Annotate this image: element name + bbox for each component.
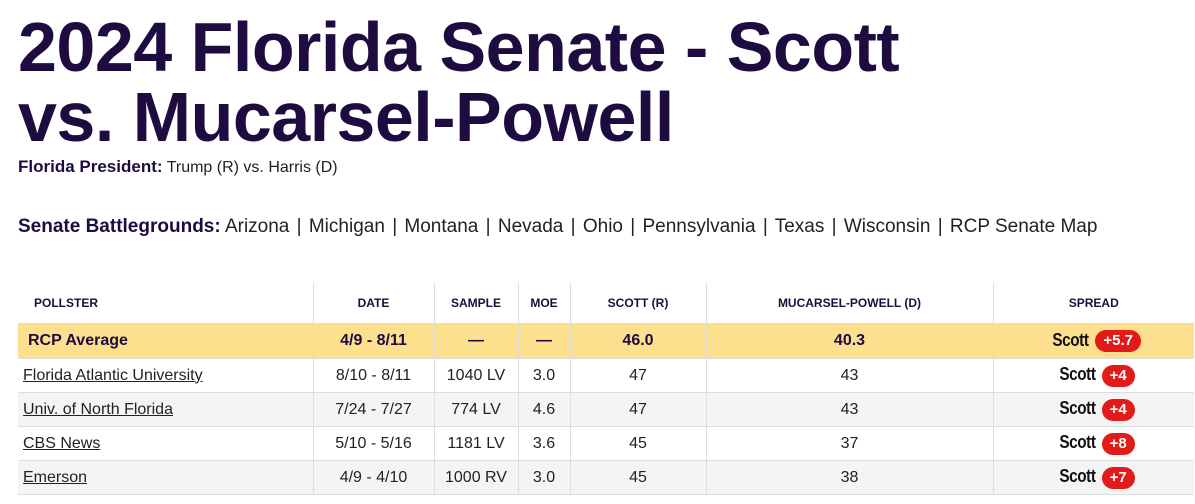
page-title-line1: 2024 Florida Senate - Scott — [18, 8, 900, 86]
table-header-row: Pollster Date Sample MoE Scott (R) Mucar… — [18, 283, 1194, 324]
battlegrounds-label: Senate Battlegrounds: — [18, 216, 221, 237]
cell-sample: 1040 LV — [434, 358, 519, 393]
page-title: 2024 Florida Senate - Scott vs. Mucarsel… — [18, 12, 900, 152]
spread-leader: Scott — [1059, 364, 1096, 385]
spread-badge: +4 — [1101, 398, 1135, 421]
spread-leader: Scott — [1059, 466, 1096, 487]
pollster-link[interactable]: Emerson — [23, 468, 88, 486]
spread-badge: +5.7 — [1095, 330, 1142, 353]
cell-scott: 47 — [570, 358, 707, 393]
battlegrounds-line: Senate Battlegrounds: Arizona | Michigan… — [18, 216, 1097, 238]
table-row: Univ. of North Florida 7/24 - 7/27 774 LV 4… — [18, 392, 1194, 427]
link-separator: | — [296, 216, 302, 237]
average-mucarsel: 40.3 — [706, 323, 994, 359]
link-separator: | — [392, 216, 398, 237]
average-moe: — — [518, 323, 571, 359]
cell-sample: 1000 RV — [434, 460, 519, 495]
cell-scott: 47 — [570, 392, 707, 427]
battleground-link[interactable]: Arizona — [224, 216, 290, 237]
cell-scott: 45 — [570, 460, 707, 495]
battleground-link[interactable]: Wisconsin — [843, 216, 931, 237]
cell-moe: 3.0 — [518, 358, 571, 393]
spread-leader: Scott — [1059, 432, 1096, 453]
pollster-link[interactable]: CBS News — [23, 434, 101, 452]
spread-leader: Scott — [1052, 329, 1090, 350]
link-separator: | — [762, 216, 768, 237]
average-date: 4/9 - 8/11 — [313, 323, 435, 359]
link-separator: | — [630, 216, 636, 237]
cell-moe: 3.6 — [518, 426, 571, 461]
cell-sample: 774 LV — [434, 392, 519, 427]
polls-table: Pollster Date Sample MoE Scott (R) Mucar… — [18, 283, 1194, 495]
cell-spread: Scott +4 — [993, 358, 1194, 393]
spread-badge: +7 — [1101, 466, 1135, 489]
average-pollster: RCP Average — [18, 323, 314, 359]
cell-pollster: Florida Atlantic University — [18, 358, 314, 393]
pollster-link[interactable]: Florida Atlantic University — [23, 366, 203, 384]
page-title-line2: vs. Mucarsel-Powell — [18, 78, 674, 156]
cell-mucarsel: 43 — [706, 358, 994, 393]
cell-pollster: Emerson — [18, 460, 314, 495]
cell-mucarsel: 43 — [706, 392, 994, 427]
average-spread: Scott +5.7 — [993, 323, 1194, 359]
cell-date: 8/10 - 8/11 — [313, 358, 435, 393]
header-mucarsel[interactable]: Mucarsel-Powell (D) — [706, 283, 994, 324]
link-separator: | — [570, 216, 576, 237]
table-row: CBS News 5/10 - 5/16 1181 LV 3.6 45 37 Scott +… — [18, 426, 1194, 461]
pollster-link[interactable]: Univ. of North Florida — [23, 400, 173, 418]
rcp-average-row: RCP Average 4/9 - 8/11 — — 46.0 40.3 Sco… — [18, 323, 1194, 359]
cell-pollster: Univ. of North Florida — [18, 392, 314, 427]
link-separator: | — [831, 216, 837, 237]
average-scott: 46.0 — [570, 323, 707, 359]
cell-spread: Scott +7 — [993, 460, 1194, 495]
cell-moe: 4.6 — [518, 392, 571, 427]
president-link[interactable]: Trump (R) vs. Harris (D) — [166, 159, 338, 176]
battleground-link[interactable]: Pennsylvania — [642, 216, 756, 237]
cell-sample: 1181 LV — [434, 426, 519, 461]
cell-spread: Scott +8 — [993, 426, 1194, 461]
cell-date: 5/10 - 5/16 — [313, 426, 435, 461]
link-separator: | — [937, 216, 943, 237]
cell-mucarsel: 38 — [706, 460, 994, 495]
table-row: Florida Atlantic University 8/10 - 8/11 10… — [18, 358, 1194, 393]
president-label: Florida President: — [18, 157, 163, 176]
spread-badge: +8 — [1101, 432, 1135, 455]
header-scott[interactable]: Scott (R) — [570, 283, 707, 324]
battleground-link[interactable]: Montana — [404, 216, 479, 237]
battleground-link[interactable]: Texas — [774, 216, 825, 237]
header-pollster[interactable]: Pollster — [18, 283, 314, 324]
battleground-link[interactable]: Nevada — [497, 216, 564, 237]
president-line: Florida President: Trump (R) vs. Harris … — [18, 157, 338, 177]
cell-mucarsel: 37 — [706, 426, 994, 461]
link-separator: | — [485, 216, 491, 237]
battleground-link[interactable]: Ohio — [582, 216, 623, 237]
battleground-link[interactable]: RCP Senate Map — [949, 216, 1098, 237]
header-spread[interactable]: Spread — [993, 283, 1194, 324]
average-sample: — — [434, 323, 519, 359]
header-sample[interactable]: Sample — [434, 283, 519, 324]
cell-scott: 45 — [570, 426, 707, 461]
table-row: Emerson 4/9 - 4/10 1000 RV 3.0 45 38 Scott +7 — [18, 460, 1194, 495]
cell-spread: Scott +4 — [993, 392, 1194, 427]
header-date[interactable]: Date — [313, 283, 435, 324]
header-moe[interactable]: MoE — [518, 283, 571, 324]
spread-leader: Scott — [1059, 398, 1096, 419]
cell-date: 7/24 - 7/27 — [313, 392, 435, 427]
battlegrounds-links: Arizona | Michigan | Montana | Nevada | … — [225, 216, 1097, 237]
cell-date: 4/9 - 4/10 — [313, 460, 435, 495]
cell-pollster: CBS News — [18, 426, 314, 461]
spread-badge: +4 — [1101, 364, 1135, 387]
cell-moe: 3.0 — [518, 460, 571, 495]
battleground-link[interactable]: Michigan — [308, 216, 385, 237]
